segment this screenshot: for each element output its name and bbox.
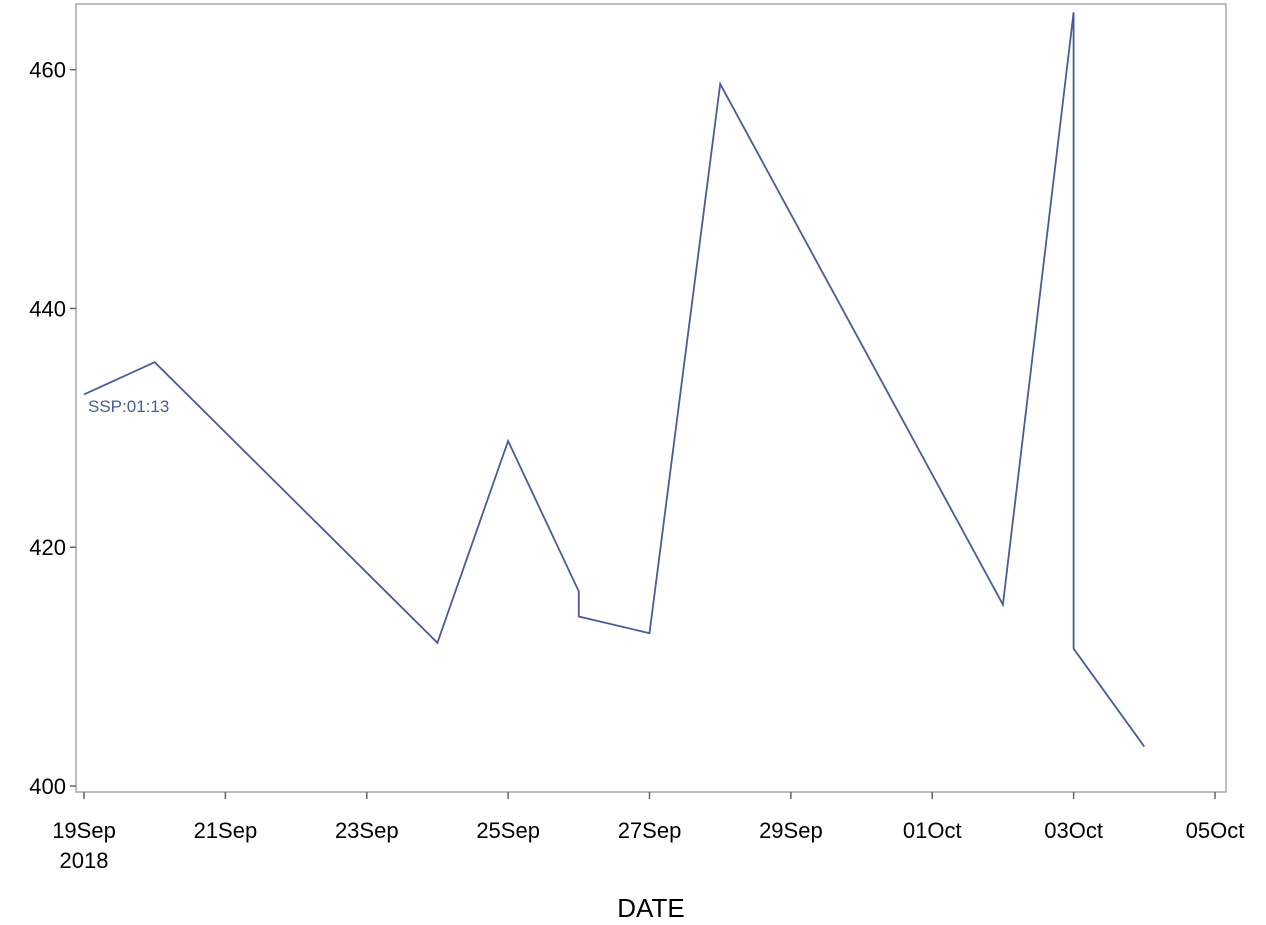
y-tick-label: 460 xyxy=(29,58,66,83)
plot-frame xyxy=(75,3,1227,793)
x-tick-label: 21Sep xyxy=(194,818,258,843)
x-axis-title: DATE xyxy=(617,893,684,923)
x-tick-label: 03Oct xyxy=(1044,818,1103,843)
y-axis: 400 420 440 460 xyxy=(29,58,76,799)
x-tick-label: 29Sep xyxy=(759,818,823,843)
x-tick-label: 05Oct xyxy=(1186,818,1245,843)
x-tick-label: 01Oct xyxy=(903,818,962,843)
x-tick-label: 25Sep xyxy=(476,818,540,843)
x-axis: 19Sep 21Sep 23Sep 25Sep 27Sep 29Sep 01Oct 03Oct… xyxy=(52,792,1244,843)
x-tick-label: 27Sep xyxy=(618,818,682,843)
x-year-label: 2018 xyxy=(60,848,109,873)
x-tick-label: 23Sep xyxy=(335,818,399,843)
series-annotation: SSP:01:13 xyxy=(88,397,169,416)
y-tick-label: 400 xyxy=(29,774,66,799)
y-tick-label: 420 xyxy=(29,535,66,560)
series-line xyxy=(83,12,1146,748)
x-tick-label: 19Sep xyxy=(52,818,116,843)
y-tick-label: 440 xyxy=(29,296,66,321)
